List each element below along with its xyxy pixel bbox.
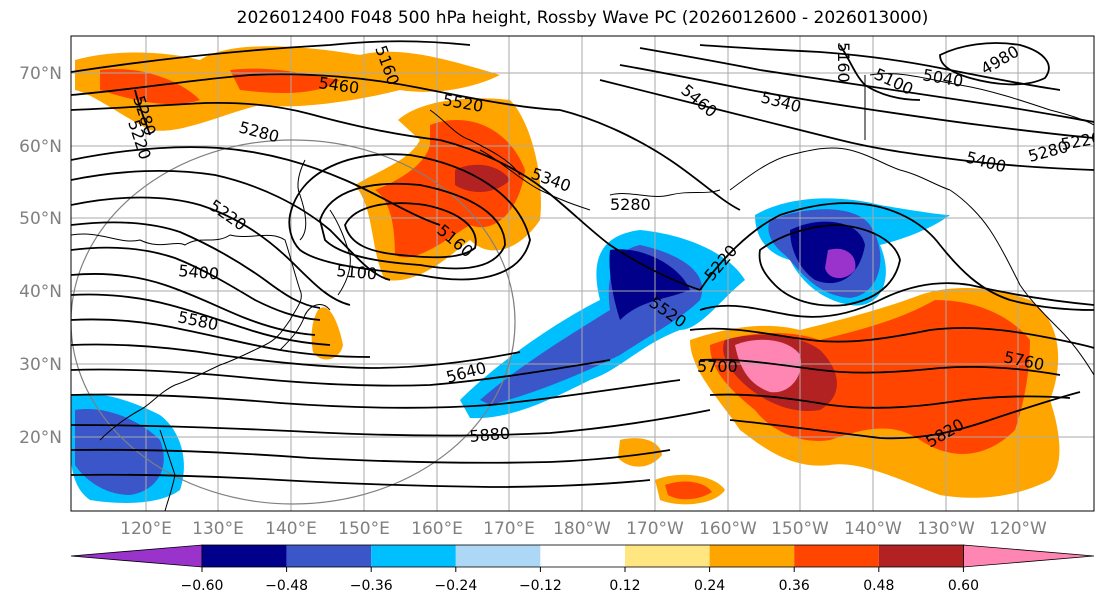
lat-label-50n: 50°N <box>19 209 62 229</box>
colorbar-bin-neutral <box>540 545 625 567</box>
lon-label-170e: 170°E <box>483 519 535 539</box>
lat-label-60n: 60°N <box>19 137 62 157</box>
contour-label-5160-north: 5160 <box>834 42 853 83</box>
colorbar-bin-pos-024 <box>709 545 795 567</box>
colorbar-tick-neg-024: −0.24 <box>434 578 477 594</box>
colorbar-frame <box>201 544 964 568</box>
colorbar-bin-neg-012 <box>455 545 541 567</box>
height-contours <box>71 40 1094 488</box>
anomaly-positive-subtropics-2-core <box>665 481 712 500</box>
contour-label-5700: 5700 <box>697 357 738 376</box>
colorbar-tick-pos-024: 0.24 <box>694 578 725 594</box>
anomaly-positive-subtropics-1 <box>618 438 662 467</box>
map-panel: 5460 5520 5280 5220 5400 5580 5100 5160 … <box>71 36 1094 511</box>
anomaly-negative-philippine-core <box>75 409 164 495</box>
lon-label-140w: 140°W <box>844 519 902 539</box>
lon-label-150e: 150°E <box>338 519 390 539</box>
lon-label-170w: 170°W <box>626 519 684 539</box>
colorbar-extend-high <box>963 544 1095 568</box>
colorbar-bin-pos-048 <box>878 545 964 567</box>
lon-label-120w: 120°W <box>989 519 1047 539</box>
lon-label-130w: 130°W <box>917 519 975 539</box>
colorbar-extend-low <box>70 544 203 568</box>
lat-label-20n: 20°N <box>19 428 62 448</box>
anomaly-negative-central-pacific-max <box>609 249 690 320</box>
colorbar-tick-pos-012: 0.12 <box>609 578 640 594</box>
colorbar-tick-neg-036: −0.36 <box>350 578 393 594</box>
anomaly-negative-alaska-min <box>825 248 856 279</box>
anomaly-positive-east-pacific-peak <box>735 339 801 393</box>
colorbar-ticks <box>201 567 964 572</box>
lat-label-30n: 30°N <box>19 355 62 375</box>
lon-label-120e: 120°E <box>120 519 172 539</box>
colorbar-bin-neg-036 <box>286 545 372 567</box>
colorbar-bin-neg-048 <box>202 545 287 567</box>
lon-label-160e: 160°E <box>411 519 463 539</box>
contour-label-5880: 5880 <box>469 424 511 446</box>
lon-label-140e: 140°E <box>265 519 317 539</box>
map-title: 2026012400 F048 500 hPa height, Rossby W… <box>236 8 929 28</box>
colorbar-tick-neg-060: −0.60 <box>181 578 224 594</box>
anomaly-shading <box>71 46 1060 505</box>
lat-label-70n: 70°N <box>19 64 62 84</box>
latitude-labels: 70°N 60°N 50°N 40°N 30°N 20°N <box>19 64 62 448</box>
lon-label-160w: 160°W <box>699 519 757 539</box>
colorbar-bin-neg-024 <box>371 545 456 567</box>
contour-label-5400-west: 5400 <box>178 261 220 283</box>
lon-label-150w: 150°W <box>771 519 829 539</box>
map-frame <box>70 35 1095 512</box>
colorbar-tick-pos-048: 0.48 <box>863 578 894 594</box>
colorbar-tick-pos-060: 0.60 <box>948 578 979 594</box>
contour-label-5280-central: 5280 <box>610 195 651 214</box>
lon-label-130e: 130°E <box>192 519 244 539</box>
colorbar-bin-pos-036 <box>794 545 879 567</box>
colorbar-tick-pos-036: 0.36 <box>779 578 810 594</box>
lat-label-40n: 40°N <box>19 282 62 302</box>
colorbar-tick-neg-012: −0.12 <box>519 578 562 594</box>
anomaly-positive-okhotsk-max <box>455 164 510 192</box>
colorbar: −0.60 −0.48 −0.36 −0.24 −0.12 0.12 0.24 … <box>70 544 1095 594</box>
great-circle-region <box>71 139 516 505</box>
contour-label-5100: 5100 <box>336 261 378 283</box>
lon-label-180w: 180°W <box>553 519 611 539</box>
colorbar-tick-neg-048: −0.48 <box>265 578 308 594</box>
colorbar-bin-pos-012 <box>625 545 710 567</box>
longitude-labels: 120°E 130°E 140°E 150°E 160°E 170°E 180°… <box>120 519 1047 539</box>
